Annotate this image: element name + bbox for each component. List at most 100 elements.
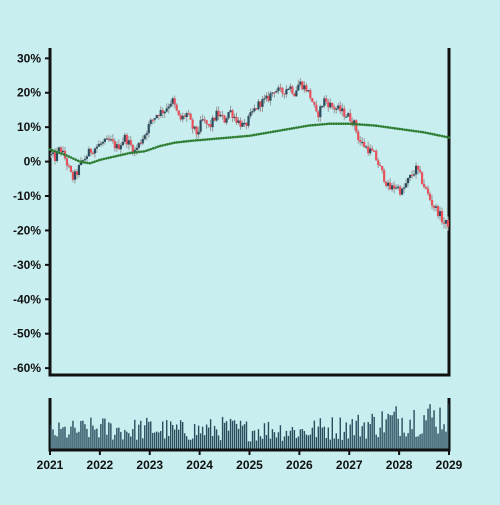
candle-body xyxy=(375,150,378,161)
y-tick-label: -50% xyxy=(13,327,41,341)
price-panel: 30% 20% 10% 0% -10% -20% -30% -40% -50% -60% xyxy=(13,48,451,377)
candle-body xyxy=(426,188,430,194)
candle-body xyxy=(428,193,432,200)
moving-average-point xyxy=(170,141,174,145)
moving-average-point xyxy=(147,148,150,152)
candle-body xyxy=(135,147,138,150)
candle-body xyxy=(201,119,204,121)
volume-bar xyxy=(359,436,361,449)
moving-average-point xyxy=(90,161,94,164)
candle-body xyxy=(397,186,400,188)
candle-body xyxy=(271,92,274,94)
volume-bar xyxy=(138,424,140,449)
candle-body xyxy=(127,140,130,145)
y-tick-label: -30% xyxy=(13,258,41,272)
volume-bar xyxy=(281,440,284,449)
candle-body xyxy=(103,138,106,142)
candle-body xyxy=(49,154,53,156)
volume-bar xyxy=(50,425,52,449)
candle-body xyxy=(422,183,426,187)
moving-average-point xyxy=(212,137,216,141)
volume-bar xyxy=(247,441,250,449)
moving-average-point xyxy=(274,130,277,133)
candle-body xyxy=(293,93,296,97)
moving-average-point xyxy=(144,149,148,153)
volume-bar xyxy=(363,422,365,449)
moving-average-point xyxy=(316,123,319,127)
candle-body xyxy=(291,86,294,94)
moving-average-point xyxy=(130,151,134,155)
moving-average-point xyxy=(180,140,183,144)
candle-body xyxy=(235,116,238,123)
candle-body xyxy=(436,206,440,217)
moving-average-point xyxy=(405,128,409,132)
candle-body xyxy=(151,119,154,121)
volume-bar xyxy=(148,421,150,449)
candle-body xyxy=(265,95,268,99)
moving-average-point xyxy=(353,122,357,126)
moving-average-point xyxy=(248,134,251,138)
moving-average-point xyxy=(229,136,233,139)
candle-body xyxy=(353,120,356,126)
candle-body xyxy=(131,144,134,153)
volume-bar xyxy=(269,438,272,449)
moving-average-point xyxy=(93,160,96,163)
volume-bar xyxy=(407,433,409,449)
volume-bar xyxy=(417,436,419,449)
candle-body xyxy=(289,86,292,89)
volume-bar xyxy=(389,415,391,449)
moving-average-point xyxy=(433,133,437,136)
candle-body xyxy=(167,106,170,109)
moving-average-point xyxy=(222,136,225,140)
y-tick-label: 10% xyxy=(17,120,41,134)
volume-bar xyxy=(253,430,256,449)
volume-bar xyxy=(411,429,413,449)
moving-average-point xyxy=(166,143,169,146)
moving-average-point xyxy=(189,139,193,143)
price-axis-lines xyxy=(48,48,451,377)
moving-average-point xyxy=(356,122,359,126)
volume-bar xyxy=(391,415,393,449)
candle-body xyxy=(59,147,63,153)
candle-body xyxy=(93,148,96,154)
candle-body xyxy=(123,134,126,142)
moving-average-point xyxy=(76,159,80,163)
candle-body xyxy=(255,108,258,110)
candle-body xyxy=(67,165,71,167)
candle-body xyxy=(305,85,308,92)
moving-average-point xyxy=(217,137,221,140)
moving-average-point xyxy=(234,135,237,139)
moving-average-point xyxy=(332,122,336,126)
x-tick-label: 2023 xyxy=(136,458,163,472)
candle-body xyxy=(231,110,234,119)
moving-average-point xyxy=(255,133,258,136)
candle-body xyxy=(181,115,184,120)
candle-body xyxy=(225,118,228,123)
candle-body xyxy=(69,165,73,172)
moving-average-point xyxy=(276,129,279,133)
volume-bar xyxy=(275,437,278,449)
volume-bar xyxy=(160,431,162,449)
volume-bar xyxy=(56,436,58,449)
candle-body xyxy=(259,101,262,107)
volume-bar xyxy=(375,434,377,449)
moving-average-point xyxy=(135,150,139,154)
volume-bar xyxy=(100,424,102,449)
moving-average-point xyxy=(83,161,87,164)
candle-body xyxy=(213,117,216,121)
volume-bar xyxy=(205,424,208,449)
candle-body xyxy=(203,119,206,121)
moving-average-point xyxy=(445,135,448,139)
moving-average-point xyxy=(224,136,228,140)
x-tick-label: 2028 xyxy=(386,458,413,472)
candle-body xyxy=(442,222,446,224)
moving-average-point xyxy=(161,144,164,147)
moving-average-point xyxy=(400,127,404,131)
candle-body xyxy=(416,165,420,170)
candle-body xyxy=(311,98,314,102)
moving-average-point xyxy=(154,146,157,149)
candle-body xyxy=(269,93,272,101)
candle-body xyxy=(193,126,196,129)
moving-average-point xyxy=(72,157,75,160)
volume-bar xyxy=(76,432,78,449)
